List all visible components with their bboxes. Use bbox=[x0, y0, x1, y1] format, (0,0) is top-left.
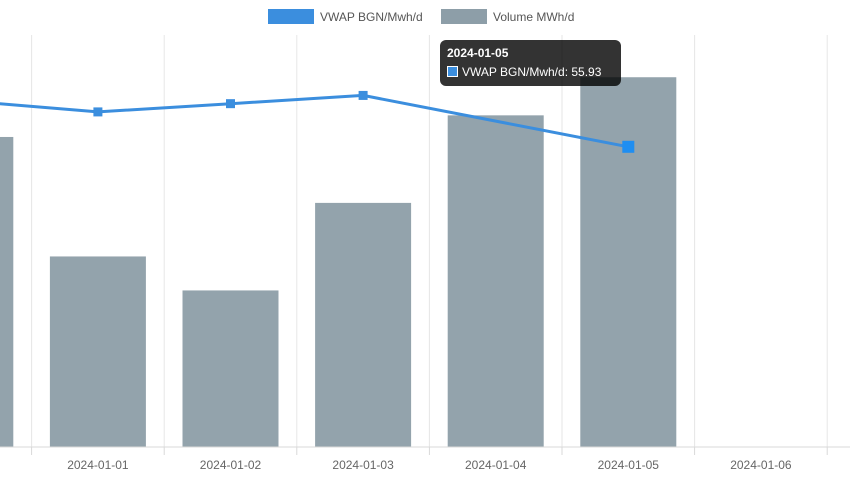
volume-bars bbox=[0, 77, 677, 447]
legend-label: VWAP BGN/Mwh/d bbox=[320, 10, 423, 24]
x-tick-label: 2024-01-05 bbox=[598, 458, 660, 472]
legend-swatch bbox=[268, 9, 314, 24]
grid-layer bbox=[31, 35, 828, 447]
x-tick-label: 2024-01-01 bbox=[67, 458, 129, 472]
legend-swatch bbox=[441, 9, 487, 24]
tooltip-swatch bbox=[448, 67, 457, 76]
vwap-point[interactable] bbox=[226, 99, 235, 109]
x-tick-label: 2024-01-06 bbox=[730, 458, 792, 472]
tooltip: 2024-01-05 VWAP BGN/Mwh/d: 55.93 bbox=[440, 40, 621, 86]
x-tick-label: 2024-01-04 bbox=[465, 458, 527, 472]
volume-bar[interactable] bbox=[49, 256, 146, 447]
volume-bar[interactable] bbox=[447, 115, 544, 447]
vwap-point-active[interactable] bbox=[622, 140, 635, 153]
tooltip-body: VWAP BGN/Mwh/d: 55.93 bbox=[462, 65, 602, 79]
x-tick-label: 2024-01-03 bbox=[332, 458, 394, 472]
volume-bar[interactable] bbox=[315, 202, 412, 447]
legend-label: Volume MWh/d bbox=[493, 10, 574, 24]
legend: VWAP BGN/Mwh/d Volume MWh/d bbox=[268, 9, 574, 24]
vwap-point[interactable] bbox=[93, 107, 103, 117]
x-axis: 2024-01-01 2024-01-02 2024-01-03 2024-01-04… bbox=[0, 446, 850, 472]
volume-bar[interactable] bbox=[182, 290, 279, 447]
volume-bar[interactable] bbox=[0, 136, 14, 447]
tooltip-box bbox=[440, 40, 621, 86]
legend-item-volume[interactable]: Volume MWh/d bbox=[441, 9, 574, 24]
vwap-point[interactable] bbox=[358, 90, 368, 100]
x-tick-label: 2024-01-02 bbox=[200, 458, 262, 472]
volume-bar[interactable] bbox=[580, 77, 677, 447]
legend-item-vwap[interactable]: VWAP BGN/Mwh/d bbox=[268, 9, 423, 24]
tooltip-title: 2024-01-05 bbox=[447, 46, 509, 60]
vwap-line bbox=[0, 90, 635, 153]
